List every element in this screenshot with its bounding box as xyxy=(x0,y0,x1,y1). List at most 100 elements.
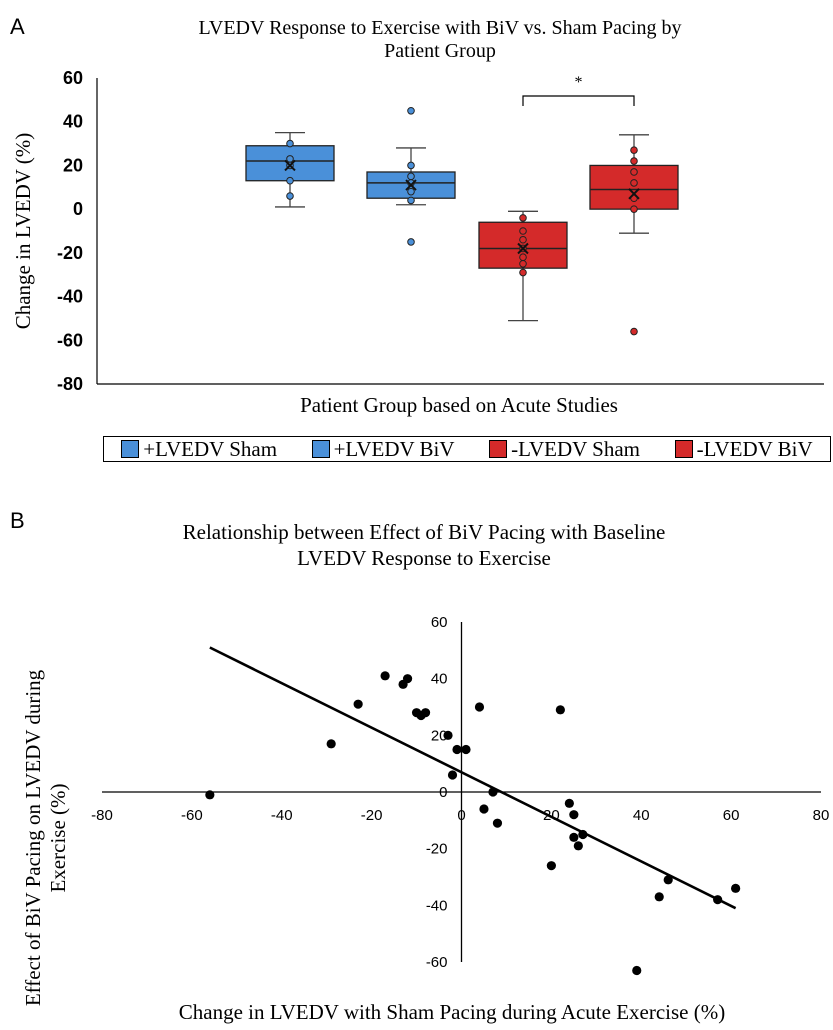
data-point xyxy=(286,139,294,148)
data-point xyxy=(519,253,527,262)
legend-item: -LVEDV Sham xyxy=(489,437,640,462)
significance-bracket xyxy=(522,95,635,106)
legend-label: +LVEDV Sham xyxy=(143,436,278,461)
data-point xyxy=(286,155,294,163)
mean-marker xyxy=(517,242,529,255)
y-tick-label: 40 xyxy=(63,112,83,132)
legend: +LVEDV Sham +LVEDV BiV -LVEDV Sham -LVEDV B… xyxy=(103,436,831,462)
box-4 xyxy=(589,134,679,336)
significance-marker: * xyxy=(575,74,583,91)
data-point xyxy=(286,176,294,185)
scatter-point xyxy=(573,841,583,851)
scatter-point xyxy=(488,787,498,797)
scatter-point xyxy=(398,679,408,689)
mean-marker xyxy=(284,159,296,172)
scatter-point xyxy=(443,730,453,740)
y-tick-label: -20 xyxy=(57,243,83,263)
legend-swatch xyxy=(674,440,693,458)
scatter-point xyxy=(578,829,588,840)
x-tick-label: -20 xyxy=(361,807,383,824)
scatter-point xyxy=(632,965,642,976)
data-point xyxy=(519,268,527,277)
y-tick-label: -80 xyxy=(57,374,83,394)
data-point xyxy=(630,168,638,176)
y-tick-label: 60 xyxy=(431,614,448,631)
box-2 xyxy=(366,106,456,246)
data-point xyxy=(407,187,415,196)
data-point xyxy=(630,179,638,187)
scatter-point xyxy=(411,708,422,718)
x-tick-label: 80 xyxy=(813,807,830,824)
scatter-point xyxy=(402,674,413,684)
y-tick-label: 0 xyxy=(73,199,83,219)
x-tick-label: -60 xyxy=(181,807,203,824)
y-tick-label: 20 xyxy=(63,155,83,175)
data-point xyxy=(519,235,527,244)
data-point xyxy=(286,192,294,200)
y-tick-label: -60 xyxy=(57,330,83,350)
outlier-point xyxy=(630,327,638,336)
scatter-point xyxy=(447,770,458,780)
scatter-point xyxy=(205,790,215,800)
outlier-point xyxy=(407,238,415,246)
scatter-point xyxy=(713,895,723,905)
scatter-point xyxy=(564,798,574,808)
y-tick-label: 40 xyxy=(431,671,448,688)
scatter-point xyxy=(654,892,664,902)
scatter-point xyxy=(555,705,565,715)
data-point xyxy=(407,172,415,181)
scatter-point xyxy=(663,875,673,885)
chart-title: LVEDV Response to Exercise with BiV vs. … xyxy=(199,17,682,39)
data-point xyxy=(407,161,415,170)
chart-title: Relationship between Effect of BiV Pacin… xyxy=(183,520,666,544)
scatter-point xyxy=(731,883,741,893)
y-tick-label: -40 xyxy=(426,897,448,914)
panel-a-label: A xyxy=(10,14,25,39)
legend-item: -LVEDV BiV xyxy=(674,436,813,462)
x-tick-label: 0 xyxy=(457,807,465,824)
scatter-point xyxy=(416,710,426,721)
scatter-point xyxy=(326,739,336,749)
y-tick-label: 0 xyxy=(439,784,447,801)
legend-item: +LVEDV Sham xyxy=(121,437,277,462)
box-3 xyxy=(478,210,568,322)
y-tick-label: 20 xyxy=(431,727,448,744)
y-tick-label: -60 xyxy=(426,954,448,971)
x-tick-label: 60 xyxy=(723,807,740,824)
scatter-point xyxy=(546,861,556,871)
x-axis-label: Change in LVEDV with Sham Pacing during … xyxy=(179,1000,725,1024)
legend-swatch xyxy=(311,440,330,458)
panel-b-label: B xyxy=(10,508,25,533)
legend-swatch xyxy=(489,440,508,458)
data-point xyxy=(519,227,527,235)
data-point xyxy=(407,196,415,205)
chart-title: LVEDV Response to Exercise xyxy=(297,546,551,570)
chart-title: Patient Group xyxy=(384,40,496,62)
scatter-point xyxy=(380,671,390,681)
legend-swatch xyxy=(121,440,140,458)
x-tick-label: -40 xyxy=(271,807,293,824)
x-tick-label: 20 xyxy=(543,807,560,824)
y-tick-label: -20 xyxy=(426,841,448,858)
scatter-point xyxy=(479,804,489,814)
box-1 xyxy=(245,131,335,208)
y-axis-label: Exercise (%) xyxy=(46,783,70,892)
legend-label: -LVEDV BiV xyxy=(696,436,813,461)
y-axis-label: Effect of BiV Pacing on LVEDV during xyxy=(21,669,45,1006)
trendline xyxy=(209,646,737,910)
legend-label: -LVEDV Sham xyxy=(511,436,641,461)
data-point xyxy=(630,157,638,165)
outlier-point xyxy=(407,106,415,115)
scatter-point xyxy=(452,744,462,755)
data-point xyxy=(630,146,638,154)
data-point xyxy=(519,214,527,222)
data-point xyxy=(630,205,638,213)
scatter-point xyxy=(492,818,503,828)
mean-marker xyxy=(628,188,640,200)
legend-label: +LVEDV BiV xyxy=(333,436,455,461)
x-axis-label: Patient Group based on Acute Studies xyxy=(300,393,618,417)
scatter-point xyxy=(461,744,471,755)
y-tick-label: -40 xyxy=(57,287,83,307)
legend-item: +LVEDV BiV xyxy=(311,436,455,462)
mean-marker xyxy=(405,179,417,191)
